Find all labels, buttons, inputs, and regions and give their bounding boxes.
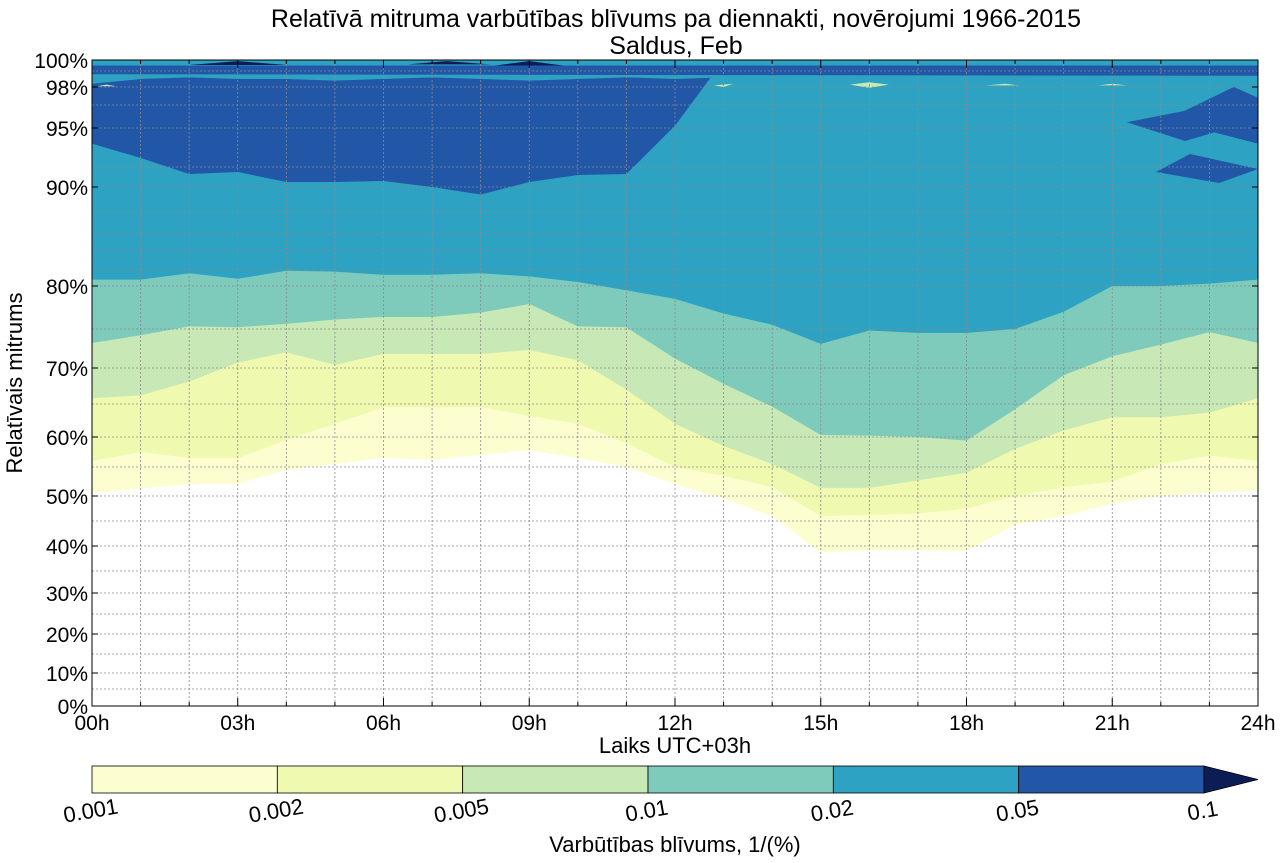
colorbar-segment-0.005 — [462, 765, 649, 794]
y-tick-label: 40% — [46, 536, 88, 559]
colorbar — [91, 765, 1259, 794]
y-tick-label: 90% — [46, 177, 88, 200]
y-axis: 0% 10% 20% 30% 40% 50% 60% 70% 80% 90% 95% 98% 100% — [34, 50, 1258, 719]
chart-title: Relatīvā mitruma varbūtības blīvums pa d… — [271, 5, 1081, 33]
chart-subtitle: Saldus, Feb — [609, 32, 742, 60]
y-axis-label: Relatīvais mitrums — [2, 293, 27, 474]
contour-patch-2 — [407, 61, 491, 65]
colorbar-tick-labels: 0.001 0.002 0.005 0.01 0.02 0.05 0.1 — [61, 794, 1220, 828]
x-axis-label: Laiks UTC+03h — [599, 733, 751, 758]
y-tick-label: 50% — [46, 486, 88, 509]
colorbar-tick-label: 0.1 — [1185, 796, 1219, 826]
contour-patch-6 — [1155, 154, 1258, 183]
x-axis: 00h 03h 06h 09h 12h 15h 18h 21h 24h — [74, 60, 1276, 735]
x-tick-label: 21h — [1095, 712, 1130, 735]
x-tick-label: 00h — [74, 712, 109, 735]
contour-patch-5 — [1165, 87, 1258, 144]
colorbar-segment-0.02 — [832, 765, 1020, 794]
y-tick-label: 30% — [46, 583, 88, 606]
colorbar-tick-label: 0.001 — [61, 794, 120, 828]
y-tick-label: 100% — [34, 50, 88, 73]
y-tick-label: 80% — [46, 276, 88, 299]
y-tick-label: 95% — [46, 118, 88, 141]
y-tick-label: 10% — [46, 663, 88, 686]
colorbar-segment-0.05 — [1018, 765, 1205, 794]
x-tick-label: 12h — [657, 712, 692, 735]
colorbar-segment-0.002 — [276, 765, 464, 794]
y-tick-label: 70% — [46, 358, 88, 381]
contour-patch-11 — [96, 84, 117, 87]
colorbar-label: Varbūtības blīvums, 1/(%) — [549, 832, 800, 857]
colorbar-tick-label: 0.002 — [247, 794, 306, 828]
y-tick-label: 20% — [46, 624, 88, 647]
y-tick-label: 60% — [46, 427, 88, 450]
x-tick-label: 03h — [220, 712, 255, 735]
plot-area — [91, 59, 1259, 707]
x-tick-label: 06h — [366, 712, 401, 735]
x-tick-label: 09h — [512, 712, 547, 735]
x-tick-label: 24h — [1240, 712, 1275, 735]
x-tick-label: 15h — [803, 712, 838, 735]
colorbar-tick-label: 0.01 — [623, 795, 670, 827]
colorbar-segment-0.01 — [647, 765, 834, 794]
y-tick-label: 98% — [46, 77, 88, 100]
colorbar-tick-label: 0.05 — [994, 795, 1041, 827]
colorbar-tick-label: 0.005 — [432, 794, 491, 828]
colorbar-tick-label: 0.02 — [809, 795, 856, 827]
y-tick-label: 0% — [58, 696, 88, 719]
x-tick-label: 18h — [949, 712, 984, 735]
contour-patch-9 — [985, 83, 1020, 86]
colorbar-extend-arrow — [1203, 765, 1259, 794]
colorbar-segment-0.001 — [91, 765, 278, 794]
